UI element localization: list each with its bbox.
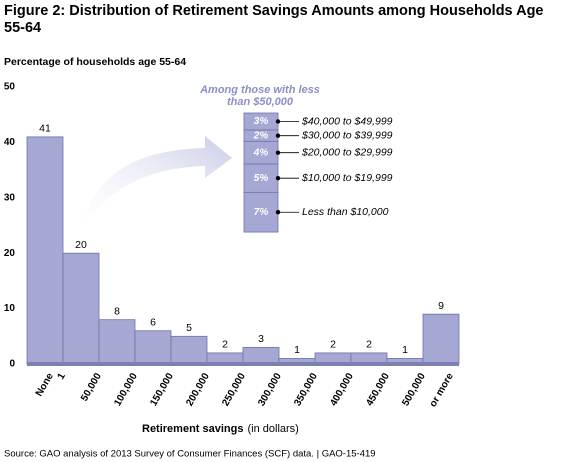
y-tick-label: 40 [4,137,16,148]
inset-value-label: 7% [254,207,269,218]
bar [98,319,136,365]
inset-value-label: 4% [253,147,269,158]
source-note: Source: GAO analysis of 2013 Survey of C… [4,449,376,460]
inset-category-label: $30,000 to $39,999 [301,129,393,141]
y-tick-label: 50 [4,82,16,93]
value-label: 6 [150,317,156,329]
bar [26,136,64,365]
x-tick-label: None [34,371,56,399]
x-tick-label: 400,000 [328,371,356,408]
value-label: 5 [186,322,192,334]
inset-value-label: 5% [254,173,269,184]
y-tick-label: 10 [4,303,16,314]
chart-title: Figure 2: Distribution of Retirement Sav… [4,3,544,36]
x-tick-label: 500,000 [400,371,428,408]
x-tick-label: 50,000 [79,371,104,403]
x-tick-label: 350,000 [292,371,320,408]
inset-category-label: $10,000 to $19,999 [301,172,393,184]
value-label: 2 [366,339,372,351]
x-axis-label: Retirement savings [142,423,243,435]
inset-category-label: Less than $10,000 [302,206,389,218]
bar [134,330,172,365]
inset-category-label: $20,000 to $29,999 [301,146,393,158]
x-tick-label: 100,000 [112,371,140,408]
value-label: 9 [438,300,444,312]
inset-title: Among those with less than $50,000 [200,84,320,108]
value-label: 2 [330,339,336,351]
value-label: 2 [222,339,228,351]
x-tick-label: 1 [56,371,69,382]
baseline [27,362,459,366]
bar [242,346,280,365]
x-tick-label: 150,000 [148,371,176,408]
x-tick-label: 450,000 [364,371,392,408]
bar [62,252,100,365]
x-tick-label: 300,000 [256,371,284,408]
value-label: 3 [258,333,264,345]
value-label: 1 [294,344,300,356]
value-label: 41 [39,123,51,135]
y-axis-label: Percentage of households age 55-64 [4,56,186,68]
inset-value-label: 2% [253,130,269,141]
bar [422,313,460,365]
inset-segment [243,163,279,193]
x-tick-label: 200,000 [184,371,212,408]
inset-category-label: $40,000 to $49,999 [301,115,393,127]
inset-value-label: 3% [254,116,269,127]
y-tick-label: 20 [4,248,16,259]
value-label: 1 [402,344,408,356]
x-tick-label: or more [428,371,456,409]
x-axis-unit: (in dollars) [247,423,298,435]
y-tick-label: 0 [9,359,15,370]
value-label: 20 [75,239,87,251]
y-tick-label: 30 [4,192,16,203]
bar [170,335,208,365]
inset-arrow [80,136,232,232]
x-tick-label: 250,000 [220,371,248,408]
value-label: 8 [114,305,120,317]
